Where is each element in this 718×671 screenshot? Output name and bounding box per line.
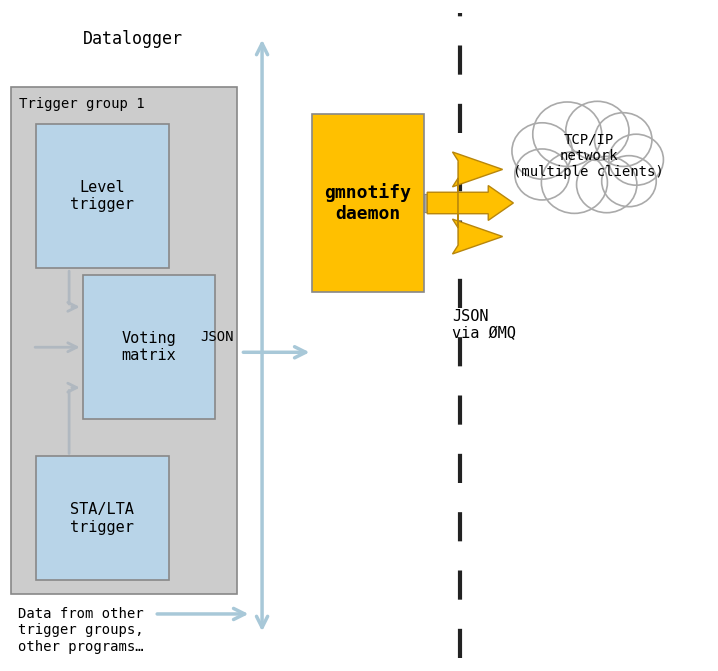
Text: Data from other
trigger groups,
other programs…: Data from other trigger groups, other pr… xyxy=(18,607,144,654)
Bar xyxy=(36,456,169,580)
Text: Datalogger: Datalogger xyxy=(83,30,183,48)
Text: JSON: JSON xyxy=(200,329,233,344)
Bar xyxy=(11,87,237,594)
Circle shape xyxy=(609,134,663,185)
Circle shape xyxy=(515,149,569,200)
Circle shape xyxy=(577,156,637,213)
Text: Level
trigger: Level trigger xyxy=(70,180,134,213)
Circle shape xyxy=(602,156,656,207)
Bar xyxy=(424,193,427,212)
Bar xyxy=(424,193,438,212)
Bar xyxy=(83,275,215,419)
Bar xyxy=(312,114,424,292)
Text: TCP/IP
network
(multiple clients): TCP/IP network (multiple clients) xyxy=(513,132,664,179)
Text: Voting
matrix: Voting matrix xyxy=(121,331,177,364)
Polygon shape xyxy=(427,152,503,254)
Polygon shape xyxy=(458,185,513,220)
Circle shape xyxy=(512,123,572,179)
Circle shape xyxy=(541,152,607,213)
Circle shape xyxy=(595,113,652,166)
Text: Trigger group 1: Trigger group 1 xyxy=(19,97,145,111)
Circle shape xyxy=(533,102,602,166)
Bar xyxy=(36,124,169,268)
Text: JSON
via ØMQ: JSON via ØMQ xyxy=(452,309,516,341)
Circle shape xyxy=(566,101,629,160)
Text: gmnotify
daemon: gmnotify daemon xyxy=(325,183,411,223)
Text: STA/LTA
trigger: STA/LTA trigger xyxy=(70,502,134,535)
